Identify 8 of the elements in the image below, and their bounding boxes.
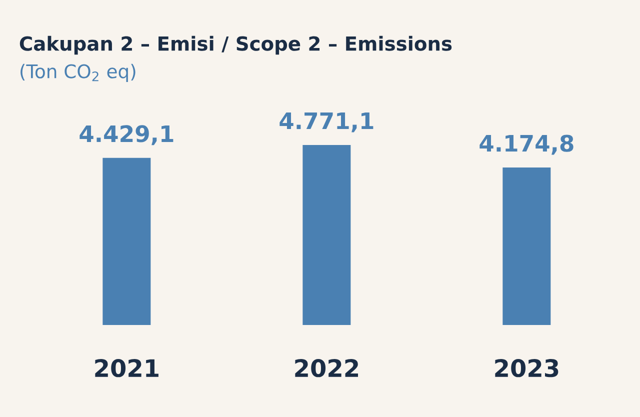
data-label: 4.771,1 [280,112,374,132]
x-tick-label: 2023 [495,359,558,378]
x-tick-label: 2021 [95,359,158,378]
data-label: 4.174,8 [480,134,574,155]
chart-title: Cakupan 2 – Emisi / Scope 2 – Emissions [20,36,452,55]
chart-subtitle: (Ton CO$_{2}$ eq) [20,64,136,82]
x-tick-label: 2022 [295,359,358,378]
data-label: 4.429,1 [80,125,174,146]
